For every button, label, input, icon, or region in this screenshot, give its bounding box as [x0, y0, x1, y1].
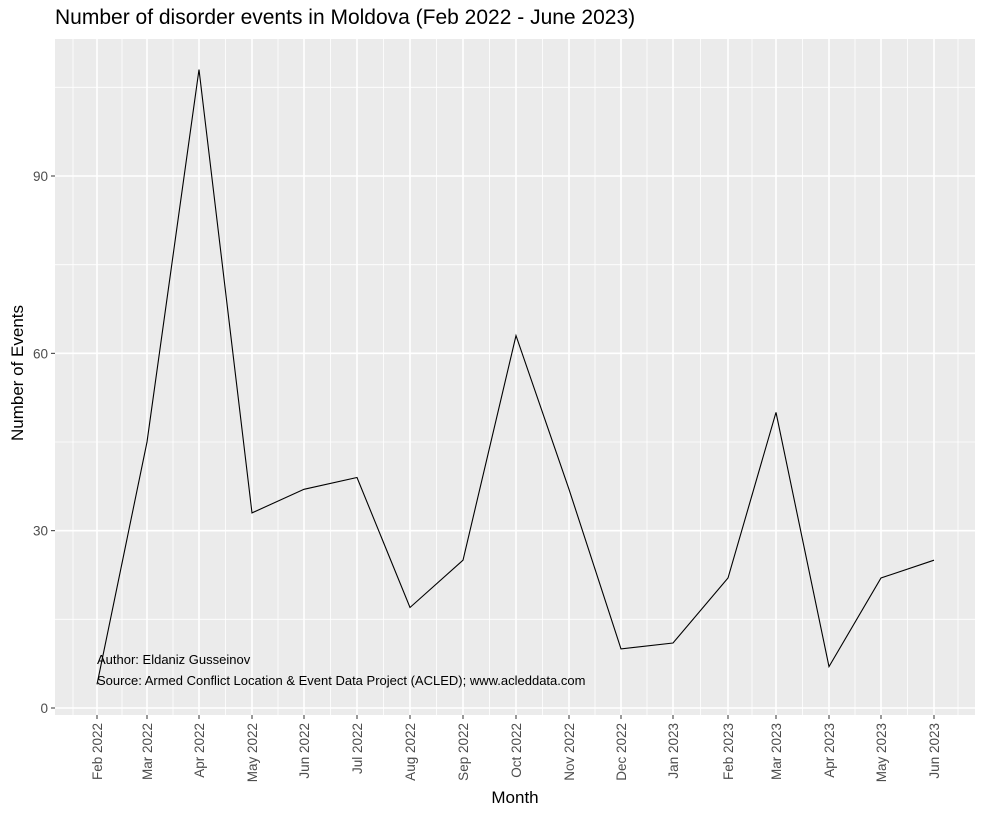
x-tick-label: Mar 2023	[769, 723, 784, 780]
x-tick-label: Dec 2022	[614, 723, 629, 781]
minor-gridlines	[55, 39, 975, 715]
y-tick-label: 0	[40, 701, 48, 716]
y-tick-label: 60	[33, 346, 48, 361]
x-tick-label: Mar 2022	[140, 723, 155, 780]
x-tick-label: Jun 2022	[297, 723, 312, 779]
source-annotation: Source: Armed Conflict Location & Event …	[97, 673, 585, 688]
x-tick-label: Feb 2022	[90, 723, 105, 780]
y-axis: 0 30 60 90	[33, 169, 55, 716]
y-tick-label: 90	[33, 169, 48, 184]
x-axis: Feb 2022 Mar 2022 Apr 2022 May 2022 Jun 2022…	[90, 715, 942, 782]
x-tick-label: Nov 2022	[562, 723, 577, 781]
x-tick-label: Aug 2022	[403, 723, 418, 781]
x-tick-label: Jul 2022	[350, 723, 365, 774]
series-line	[96, 69, 935, 685]
x-tick-label: Oct 2022	[509, 723, 524, 778]
x-tick-label: Feb 2023	[721, 723, 736, 780]
y-tick-label: 30	[33, 524, 48, 539]
x-tick-label: Jan 2023	[666, 723, 681, 779]
author-annotation: Author: Eldaniz Gusseinov	[97, 652, 251, 667]
x-tick-label: May 2022	[245, 723, 260, 782]
plot-panel	[55, 39, 975, 715]
major-gridlines	[55, 39, 975, 715]
annotations: Author: Eldaniz Gusseinov Source: Armed …	[97, 652, 585, 688]
x-axis-label: Month	[491, 788, 539, 807]
x-tick-label: Apr 2023	[822, 723, 837, 778]
chart-title: Number of disorder events in Moldova (Fe…	[55, 6, 636, 29]
x-tick-label: Jun 2023	[927, 723, 942, 779]
x-tick-label: Apr 2022	[192, 723, 207, 778]
x-tick-label: May 2023	[874, 723, 889, 782]
x-tick-label: Sep 2022	[456, 723, 471, 781]
